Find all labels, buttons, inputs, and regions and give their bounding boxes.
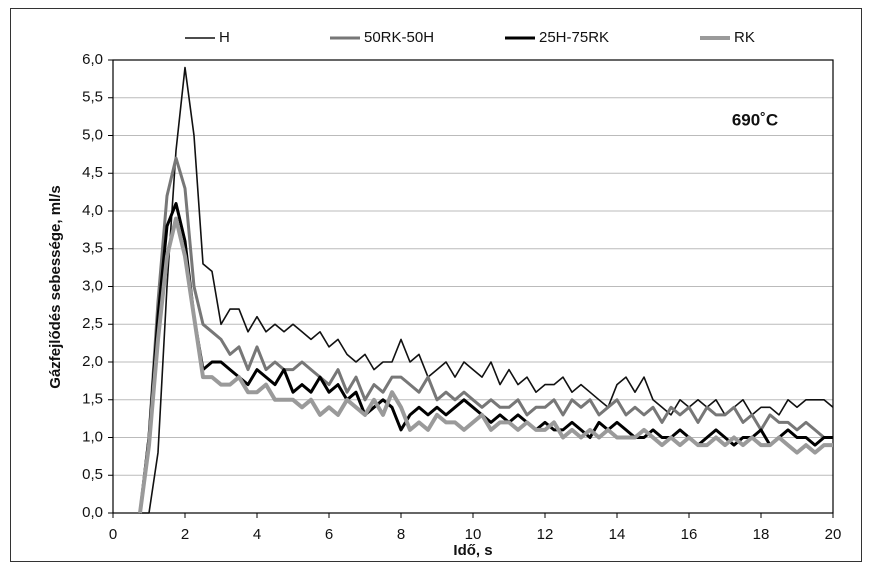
series-line xyxy=(140,66,834,514)
series-line xyxy=(138,216,833,514)
plot-border xyxy=(112,59,834,514)
frame xyxy=(10,8,862,562)
y-tick-label: 3,0 xyxy=(82,277,103,294)
y-tick-label: 5,5 xyxy=(82,89,103,106)
x-tick-label: 4 xyxy=(253,526,261,543)
legend-label: 25H-75RK xyxy=(539,29,609,46)
y-axis-label: Gázfejlődés sebessége, ml/s xyxy=(47,185,64,388)
x-tick-label: 10 xyxy=(465,526,482,543)
legend-label: H xyxy=(219,29,230,46)
x-tick-label: 14 xyxy=(609,526,626,543)
y-tick-label: 1,5 xyxy=(82,391,103,408)
series-line xyxy=(138,156,833,514)
x-tick-label: 18 xyxy=(753,526,770,543)
legend-label: 50RK-50H xyxy=(364,29,434,46)
y-tick-label: 6,0 xyxy=(82,51,103,68)
annotation: 690˚C xyxy=(732,110,778,129)
x-tick-label: 8 xyxy=(397,526,405,543)
y-tick-label: 3,5 xyxy=(82,240,103,257)
y-tick-label: 4,0 xyxy=(82,202,103,219)
x-axis-label: Idő, s xyxy=(453,542,492,559)
y-tick-label: 2,5 xyxy=(82,315,103,332)
y-tick-label: 5,0 xyxy=(82,126,103,143)
y-tick-label: 2,0 xyxy=(82,353,103,370)
x-tick-label: 0 xyxy=(109,526,117,543)
x-tick-label: 20 xyxy=(825,526,842,543)
y-tick-label: 1,0 xyxy=(82,428,103,445)
x-tick-label: 16 xyxy=(681,526,698,543)
x-tick-label: 12 xyxy=(537,526,554,543)
y-tick-label: 4,5 xyxy=(82,164,103,181)
x-tick-label: 6 xyxy=(325,526,333,543)
x-tick-label: 2 xyxy=(181,526,189,543)
y-tick-label: 0,5 xyxy=(82,466,103,483)
y-tick-label: 0,0 xyxy=(82,504,103,521)
legend-label: RK xyxy=(734,29,755,46)
